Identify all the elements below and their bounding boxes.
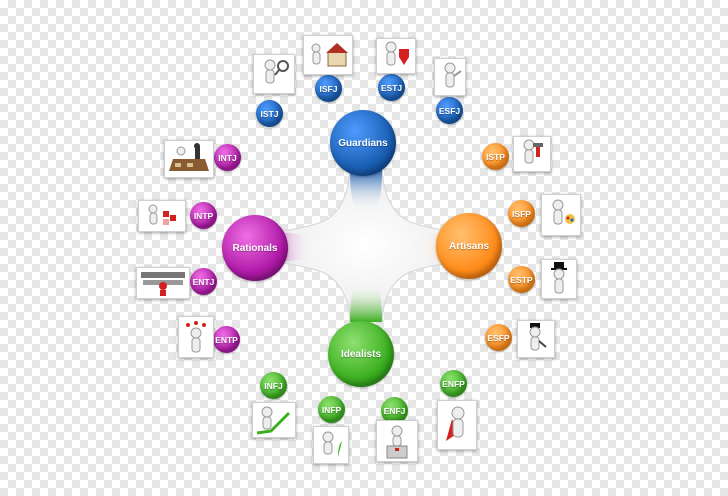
istj-figure-icon [253, 54, 295, 94]
infp-label: INFP [321, 404, 342, 415]
enfp-label: ENFP [442, 378, 465, 389]
esfj-node: ESFJ [436, 97, 463, 124]
entj-node: ENTJ [190, 268, 217, 295]
idealists-label: Idealists [340, 348, 382, 360]
estp-tophat-icon [541, 259, 577, 299]
artisans-node: Artisans [436, 213, 502, 279]
isfp-node: ISFP [508, 200, 535, 227]
entp-node: ENTP [213, 326, 240, 353]
estp-label: ESTP [510, 274, 533, 285]
entp-label: ENTP [215, 334, 238, 345]
idealists-node: Idealists [328, 321, 394, 387]
isfj-label: ISFJ [319, 83, 338, 94]
intp-node: INTP [190, 202, 217, 229]
enfp-superhero-icon [437, 400, 477, 450]
estp-node: ESTP [508, 266, 535, 293]
estj-label: ESTJ [380, 82, 403, 93]
rationals-label: Rationals [232, 242, 278, 254]
isfp-painter-icon [541, 194, 581, 236]
esfp-label: ESFP [487, 332, 510, 343]
enfj-speaker-icon [376, 420, 418, 462]
esfj-figure-icon [434, 58, 466, 96]
intp-label: INTP [193, 210, 214, 221]
intj-chess-icon [164, 140, 214, 178]
esfp-node: ESFP [485, 324, 512, 351]
istj-label: ISTJ [260, 108, 279, 119]
entj-label: ENTJ [192, 276, 215, 287]
istp-label: ISTP [486, 151, 505, 162]
infp-node: INFP [318, 396, 345, 423]
isfj-house-icon [303, 35, 353, 75]
infj-growth-icon [252, 402, 296, 438]
intj-label: INTJ [218, 152, 237, 163]
enfp-node: ENFP [440, 370, 467, 397]
infj-node: INFJ [260, 372, 287, 399]
estj-node: ESTJ [378, 74, 405, 101]
esfp-performer-icon [517, 320, 555, 358]
esfj-label: ESFJ [438, 105, 461, 116]
entj-leader-icon [136, 267, 190, 299]
infp-plant-icon [313, 426, 349, 464]
istp-tool-icon [513, 136, 551, 172]
intj-node: INTJ [214, 144, 241, 171]
enfj-node: ENFJ [381, 397, 408, 424]
istp-node: ISTP [482, 143, 509, 170]
istj-node: ISTJ [256, 100, 283, 127]
entp-idea-icon [178, 316, 214, 358]
artisans-label: Artisans [448, 240, 489, 252]
infj-label: INFJ [264, 380, 283, 391]
enfj-label: ENFJ [383, 405, 406, 416]
isfp-label: ISFP [512, 208, 531, 219]
guardians-label: Guardians [338, 137, 388, 149]
intp-puzzle-icon [138, 200, 186, 232]
estj-shield-icon [376, 38, 416, 74]
rationals-node: Rationals [222, 215, 288, 281]
isfj-node: ISFJ [315, 75, 342, 102]
guardians-node: Guardians [330, 110, 396, 176]
